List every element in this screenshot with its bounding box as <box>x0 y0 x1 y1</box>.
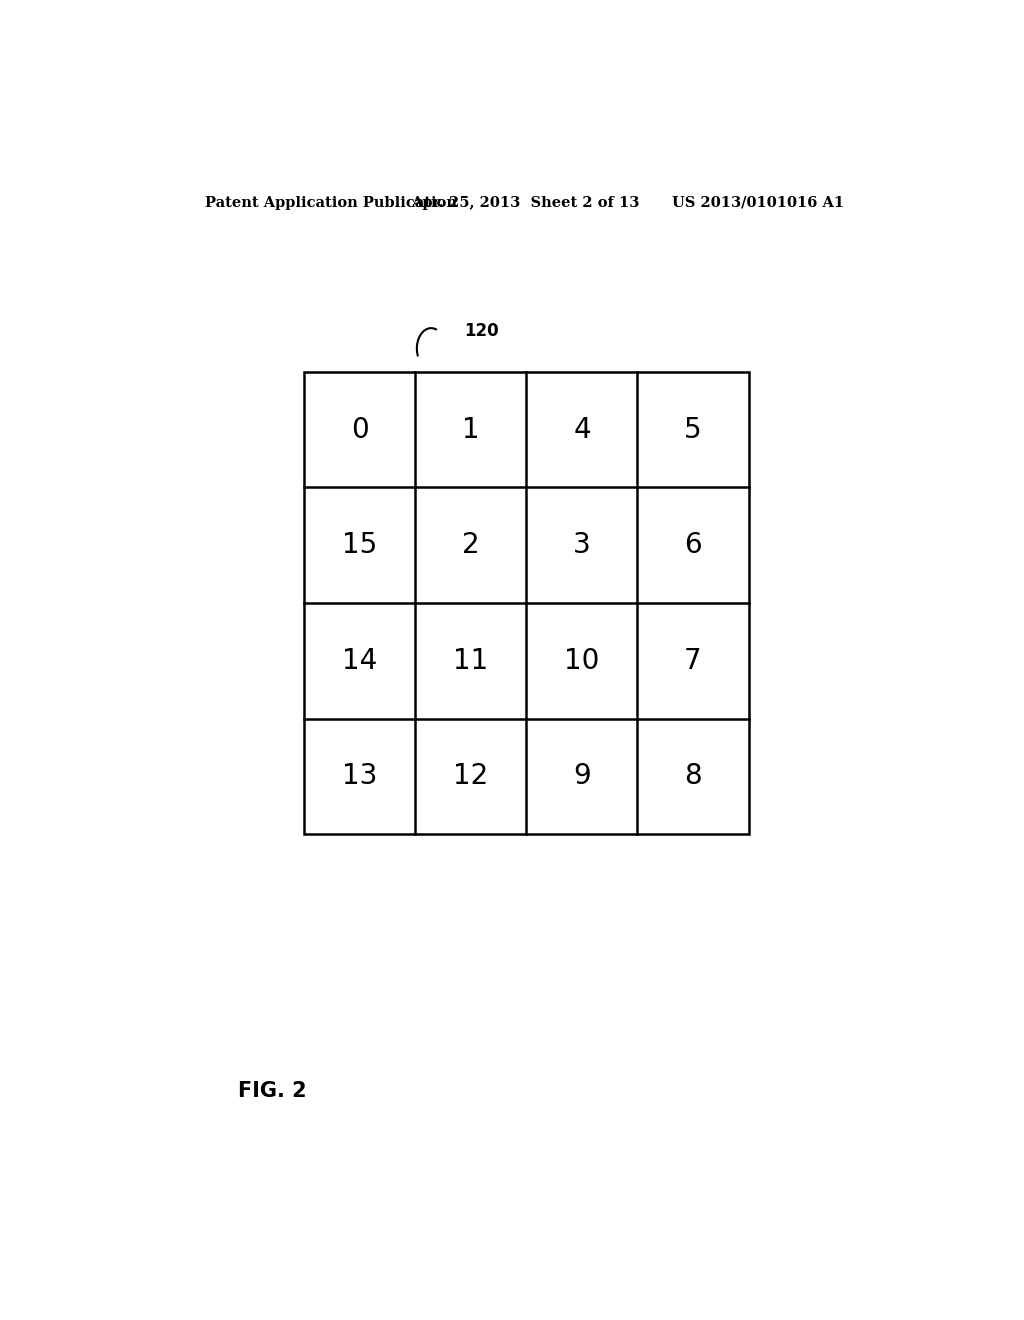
Text: 11: 11 <box>454 647 488 675</box>
Text: Apr. 25, 2013  Sheet 2 of 13: Apr. 25, 2013 Sheet 2 of 13 <box>411 195 639 210</box>
Text: 15: 15 <box>342 531 378 560</box>
Text: 0: 0 <box>351 416 369 444</box>
Bar <box>304 372 749 834</box>
Text: 4: 4 <box>573 416 591 444</box>
Text: 7: 7 <box>684 647 701 675</box>
Text: 6: 6 <box>684 531 701 560</box>
Text: 3: 3 <box>573 531 591 560</box>
Text: 12: 12 <box>454 763 488 791</box>
Text: 14: 14 <box>342 647 378 675</box>
Text: 10: 10 <box>564 647 600 675</box>
Text: 5: 5 <box>684 416 701 444</box>
Text: 120: 120 <box>464 322 499 341</box>
Text: 13: 13 <box>342 763 378 791</box>
Text: US 2013/0101016 A1: US 2013/0101016 A1 <box>673 195 845 210</box>
Text: 8: 8 <box>684 763 701 791</box>
Text: 2: 2 <box>462 531 479 560</box>
Text: FIG. 2: FIG. 2 <box>238 1081 306 1101</box>
Text: 1: 1 <box>462 416 479 444</box>
Text: 9: 9 <box>573 763 591 791</box>
Text: Patent Application Publication: Patent Application Publication <box>205 195 457 210</box>
